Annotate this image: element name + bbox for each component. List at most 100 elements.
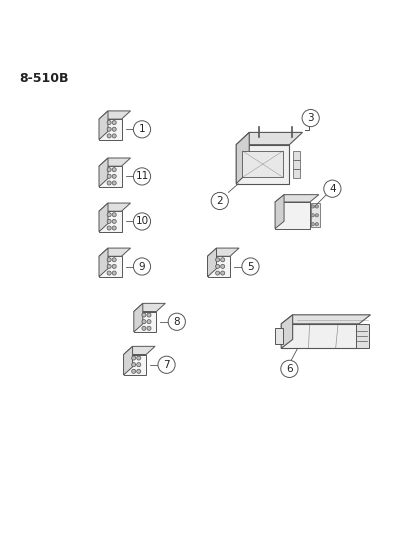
Text: 9: 9 xyxy=(139,262,145,271)
Bar xyxy=(275,328,283,344)
Circle shape xyxy=(112,167,116,172)
Polygon shape xyxy=(208,256,230,277)
Circle shape xyxy=(324,180,341,197)
Polygon shape xyxy=(236,144,289,183)
Polygon shape xyxy=(134,312,156,332)
Text: 6: 6 xyxy=(286,364,293,374)
Polygon shape xyxy=(99,203,131,211)
Circle shape xyxy=(137,362,141,367)
Circle shape xyxy=(107,257,111,262)
Polygon shape xyxy=(134,303,165,312)
Circle shape xyxy=(132,362,136,367)
Polygon shape xyxy=(99,248,131,256)
Circle shape xyxy=(142,313,146,317)
Bar xyxy=(311,204,320,227)
Circle shape xyxy=(242,258,259,275)
Polygon shape xyxy=(281,324,359,349)
Circle shape xyxy=(315,205,318,208)
Circle shape xyxy=(112,134,116,138)
Circle shape xyxy=(142,326,146,330)
Circle shape xyxy=(215,271,220,275)
Polygon shape xyxy=(275,195,319,202)
Polygon shape xyxy=(99,111,131,119)
Polygon shape xyxy=(275,195,284,229)
Circle shape xyxy=(112,120,116,125)
Polygon shape xyxy=(99,248,108,277)
Polygon shape xyxy=(99,166,122,187)
Polygon shape xyxy=(208,248,239,256)
Circle shape xyxy=(221,264,225,269)
Circle shape xyxy=(132,369,136,373)
Circle shape xyxy=(315,214,318,217)
Circle shape xyxy=(311,223,315,226)
Circle shape xyxy=(112,264,116,269)
Bar xyxy=(293,151,300,160)
Text: 8: 8 xyxy=(173,317,180,327)
Polygon shape xyxy=(99,158,131,166)
Polygon shape xyxy=(281,315,371,324)
Circle shape xyxy=(311,214,315,217)
Text: 1: 1 xyxy=(139,124,145,134)
Circle shape xyxy=(112,271,116,275)
Circle shape xyxy=(168,313,186,330)
Circle shape xyxy=(315,223,318,226)
Circle shape xyxy=(107,167,111,172)
Polygon shape xyxy=(134,303,143,332)
Circle shape xyxy=(133,258,151,275)
Circle shape xyxy=(107,120,111,125)
Circle shape xyxy=(107,174,111,179)
Polygon shape xyxy=(124,354,146,375)
Circle shape xyxy=(133,213,151,230)
Text: 2: 2 xyxy=(217,196,223,206)
Circle shape xyxy=(112,226,116,230)
Circle shape xyxy=(147,320,151,324)
Circle shape xyxy=(107,181,111,185)
Polygon shape xyxy=(124,346,132,375)
Polygon shape xyxy=(236,132,249,183)
Circle shape xyxy=(107,134,111,138)
Circle shape xyxy=(137,369,141,373)
Circle shape xyxy=(281,360,298,377)
Circle shape xyxy=(112,219,116,223)
Polygon shape xyxy=(99,111,108,140)
Circle shape xyxy=(221,271,225,275)
Text: 3: 3 xyxy=(308,113,314,123)
Circle shape xyxy=(215,257,220,262)
Circle shape xyxy=(112,181,116,185)
Circle shape xyxy=(221,257,225,262)
Circle shape xyxy=(112,213,116,217)
Polygon shape xyxy=(236,132,303,144)
Polygon shape xyxy=(124,346,155,354)
Text: 5: 5 xyxy=(247,262,254,271)
Circle shape xyxy=(133,121,151,138)
Polygon shape xyxy=(99,256,122,277)
Circle shape xyxy=(107,264,111,269)
Circle shape xyxy=(311,205,315,208)
Circle shape xyxy=(211,192,228,209)
Bar xyxy=(293,169,300,178)
Circle shape xyxy=(132,356,136,360)
Polygon shape xyxy=(99,211,122,232)
Circle shape xyxy=(302,109,319,127)
Circle shape xyxy=(142,320,146,324)
Polygon shape xyxy=(208,248,217,277)
Circle shape xyxy=(107,271,111,275)
Text: 11: 11 xyxy=(135,172,149,181)
Circle shape xyxy=(112,174,116,179)
Polygon shape xyxy=(99,203,108,232)
Circle shape xyxy=(107,226,111,230)
Polygon shape xyxy=(99,158,108,187)
Circle shape xyxy=(147,326,151,330)
Text: 4: 4 xyxy=(329,184,336,193)
Circle shape xyxy=(147,313,151,317)
Circle shape xyxy=(158,356,175,373)
Circle shape xyxy=(112,257,116,262)
Circle shape xyxy=(107,213,111,217)
Bar xyxy=(242,151,283,177)
Text: 8-510B: 8-510B xyxy=(19,72,68,85)
Circle shape xyxy=(107,127,111,131)
Bar xyxy=(293,160,300,169)
Bar xyxy=(356,324,369,349)
Circle shape xyxy=(215,264,220,269)
Circle shape xyxy=(112,127,116,131)
